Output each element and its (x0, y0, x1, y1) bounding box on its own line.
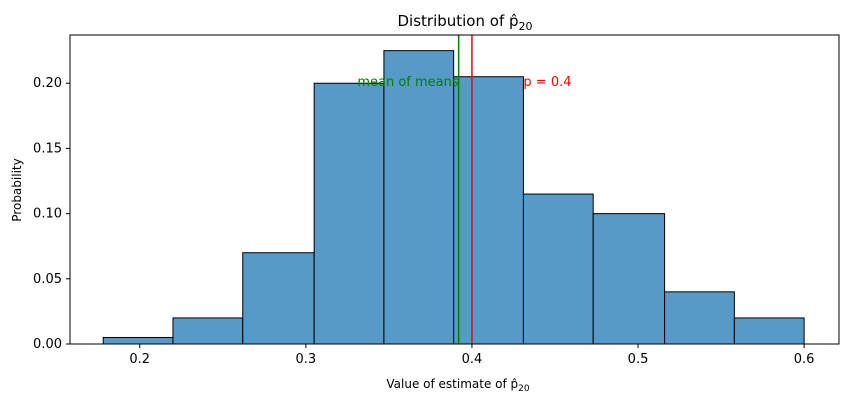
y-tick-label: 0.05 (33, 272, 62, 287)
y-axis-label: Probability (10, 158, 24, 221)
reference-lines: mean of means p = 0.4 (357, 35, 572, 344)
plot-frame (69, 34, 840, 345)
x-tick-label: 0.2 (129, 352, 150, 367)
x-tick-label: 0.4 (462, 352, 483, 367)
x-tick-label: 0.3 (296, 352, 317, 367)
histogram-bars (102, 50, 805, 345)
y-tick-label: 0.00 (33, 337, 62, 352)
histogram-bar (242, 252, 315, 345)
x-tick-label: 0.6 (794, 352, 815, 367)
reference-line-label: mean of means (357, 75, 459, 90)
x-axis-label-subscript: 20 (518, 384, 530, 394)
y-tick-label: 0.20 (33, 76, 62, 91)
x-axis-label: Value of estimate of p̂20 (386, 377, 529, 394)
histogram-bar (102, 336, 174, 345)
y-tick-label: 0.15 (33, 141, 62, 156)
chart-title-main: Distribution of p̂ (397, 12, 518, 30)
histogram-bar (733, 317, 805, 345)
y-tick-label: 0.10 (33, 207, 62, 222)
x-tick-label: 0.5 (628, 352, 649, 367)
x-axis-label-main: Value of estimate of p̂ (386, 377, 518, 391)
histogram-bar (592, 213, 666, 345)
histogram-bar (664, 291, 735, 345)
x-axis-ticks: 0.2 0.3 0.4 0.5 0.6 (129, 344, 814, 367)
chart-title: Distribution of p̂20 (397, 12, 532, 33)
chart-title-subscript: 20 (519, 20, 533, 33)
histogram-bar (383, 50, 455, 345)
histogram-bar (453, 76, 524, 345)
histogram-bar (172, 317, 244, 345)
histogram-bar (522, 193, 594, 345)
histogram-bar (313, 82, 385, 345)
reference-line-label: p = 0.4 (523, 75, 571, 90)
y-axis-ticks: 0.00 0.05 0.10 0.15 0.20 (33, 76, 70, 352)
